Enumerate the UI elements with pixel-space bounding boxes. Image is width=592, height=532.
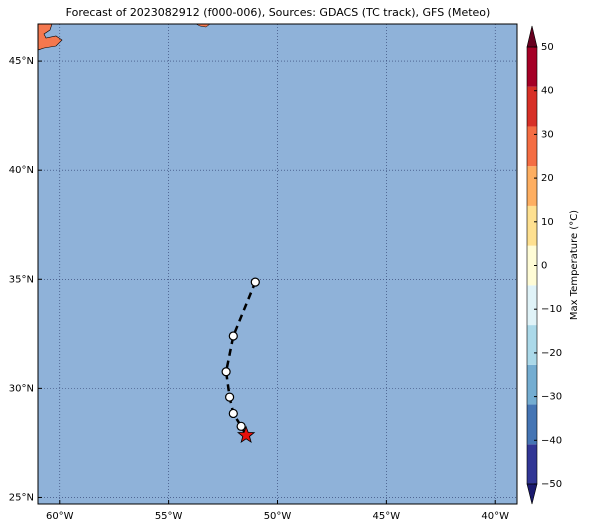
colorbar-tick-label: 0 <box>541 261 547 272</box>
colorbar-label: Max Temperature (°C) <box>569 210 580 320</box>
track-point <box>225 392 235 402</box>
y-tick-label: 25°N <box>9 492 34 503</box>
colorbar-tick-label: 20 <box>541 173 554 184</box>
colorbar-tick-label: 40 <box>541 86 554 97</box>
colorbar-segment <box>527 86 537 127</box>
colorbar-segment <box>527 325 537 365</box>
colorbar-extend <box>526 483 538 505</box>
x-tick-label: 50°W <box>264 511 292 522</box>
y-tick-label: 45°N <box>9 56 34 67</box>
colorbar-segment <box>527 166 537 206</box>
colorbar-tick-label: 50 <box>541 42 554 53</box>
track-point <box>250 277 260 287</box>
current-position <box>237 425 256 444</box>
land <box>38 24 211 51</box>
colorbar-tick-label: 10 <box>541 217 554 228</box>
x-tick-label: 55°W <box>155 511 183 522</box>
track-point <box>228 408 238 419</box>
landmass <box>38 24 63 51</box>
colorbar-segment <box>527 245 537 286</box>
chart-title: Forecast of 2023082912 (f000-006), Sourc… <box>66 6 491 19</box>
colorbar-tick-label: −30 <box>541 392 562 403</box>
colorbar-tick-label: −50 <box>541 479 562 490</box>
x-tick-label: 60°W <box>46 511 74 522</box>
colorbar-tick-label: −20 <box>541 348 562 359</box>
landmass <box>195 24 211 28</box>
colorbar-segment <box>527 404 537 445</box>
colorbar-segment <box>527 444 537 484</box>
x-tick-label: 45°W <box>373 511 401 522</box>
y-tick-label: 35°N <box>9 274 34 285</box>
grid <box>38 24 517 504</box>
colorbar-tick-label: −40 <box>541 435 562 446</box>
colorbar-tick-label: 30 <box>541 129 554 140</box>
colorbar-segment <box>527 47 537 87</box>
colorbar-segment <box>527 285 537 326</box>
track-point <box>221 367 231 377</box>
colorbar-tick-label: −10 <box>541 304 562 315</box>
colorbar-segment <box>527 126 537 167</box>
y-tick-label: 30°N <box>9 383 34 394</box>
colorbar-segment <box>527 364 537 405</box>
track-point <box>228 331 238 341</box>
track-point <box>236 421 246 431</box>
x-tick-label: 40°W <box>481 511 509 522</box>
y-tick-label: 40°N <box>9 165 34 176</box>
colorbar-segment <box>527 205 537 246</box>
colorbar-extend <box>526 25 538 48</box>
track <box>221 277 260 444</box>
